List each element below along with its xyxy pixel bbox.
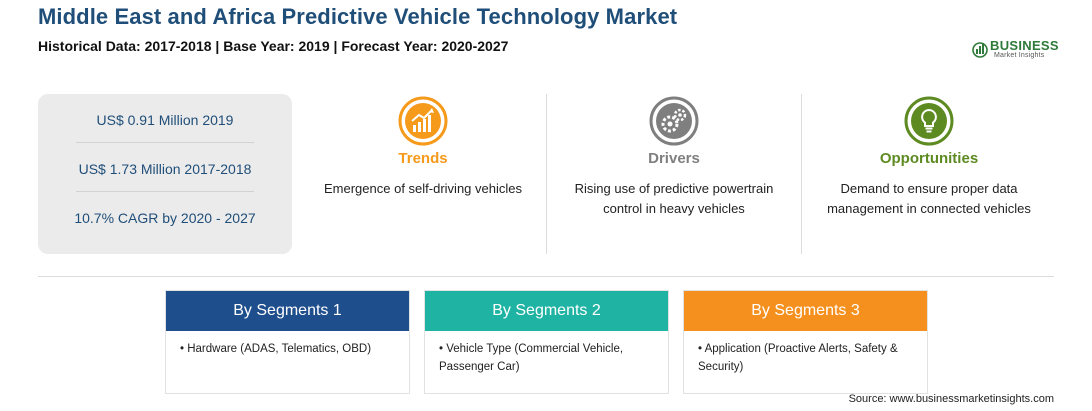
logo-globe-icon: [972, 42, 988, 58]
stat-market-size-historical: US$ 1.73 Million 2017-2018: [78, 161, 252, 177]
opportunities-text: Demand to ensure proper data management …: [827, 181, 1031, 216]
opportunities-heading: Opportunities: [879, 150, 979, 167]
company-logo: BUSINESS Market Insights: [972, 38, 1062, 64]
market-stats-panel: US$ 0.91 Million 2019 US$ 1.73 Million 2…: [38, 94, 292, 254]
lightbulb-icon: [904, 96, 954, 146]
gears-icon: [649, 96, 699, 146]
source-credit: Source: www.businessmarketinsights.com: [848, 393, 1054, 405]
segment-1-header: By Segments 1: [166, 291, 409, 331]
trends-column: Trends Emergence of self-driving vehicle…: [300, 96, 546, 256]
section-divider: [38, 276, 1054, 277]
segment-card-3: By Segments 3 • Application (Proactive A…: [683, 290, 928, 394]
drivers-text: Rising use of predictive powertrain cont…: [574, 181, 774, 216]
segment-3-header: By Segments 3: [684, 291, 927, 331]
trends-text: Emergence of self-driving vehicles: [324, 181, 522, 196]
stat-divider: [76, 191, 254, 192]
segment-1-item: • Hardware (ADAS, Telematics, OBD): [180, 343, 372, 355]
stat-cagr: 10.7% CAGR by 2020 - 2027: [74, 210, 256, 226]
segment-2-header: By Segments 2: [425, 291, 668, 331]
segment-3-item: • Application (Proactive Alerts, Safety …: [698, 343, 898, 373]
page-title: Middle East and Africa Predictive Vehicl…: [38, 4, 678, 29]
logo-tagline: Market Insights: [994, 52, 1045, 59]
opportunities-column: Opportunities Demand to ensure proper da…: [803, 96, 1055, 256]
trend-chart-icon: [398, 96, 448, 146]
segment-card-2: By Segments 2 • Vehicle Type (Commercial…: [424, 290, 669, 394]
logo-name: BUSINESS: [990, 38, 1059, 53]
segment-2-item: • Vehicle Type (Commercial Vehicle, Pass…: [439, 343, 624, 373]
stat-market-size-2019: US$ 0.91 Million 2019: [96, 112, 234, 128]
stat-divider: [76, 142, 254, 143]
drivers-column: Drivers Rising use of predictive powertr…: [548, 96, 800, 256]
page-subtitle: Historical Data: 2017-2018 | Base Year: …: [38, 38, 509, 54]
column-divider: [546, 94, 547, 254]
column-divider: [801, 94, 802, 254]
segment-card-1: By Segments 1 • Hardware (ADAS, Telemati…: [165, 290, 410, 394]
trends-heading: Trends: [398, 150, 448, 167]
drivers-heading: Drivers: [648, 150, 700, 167]
